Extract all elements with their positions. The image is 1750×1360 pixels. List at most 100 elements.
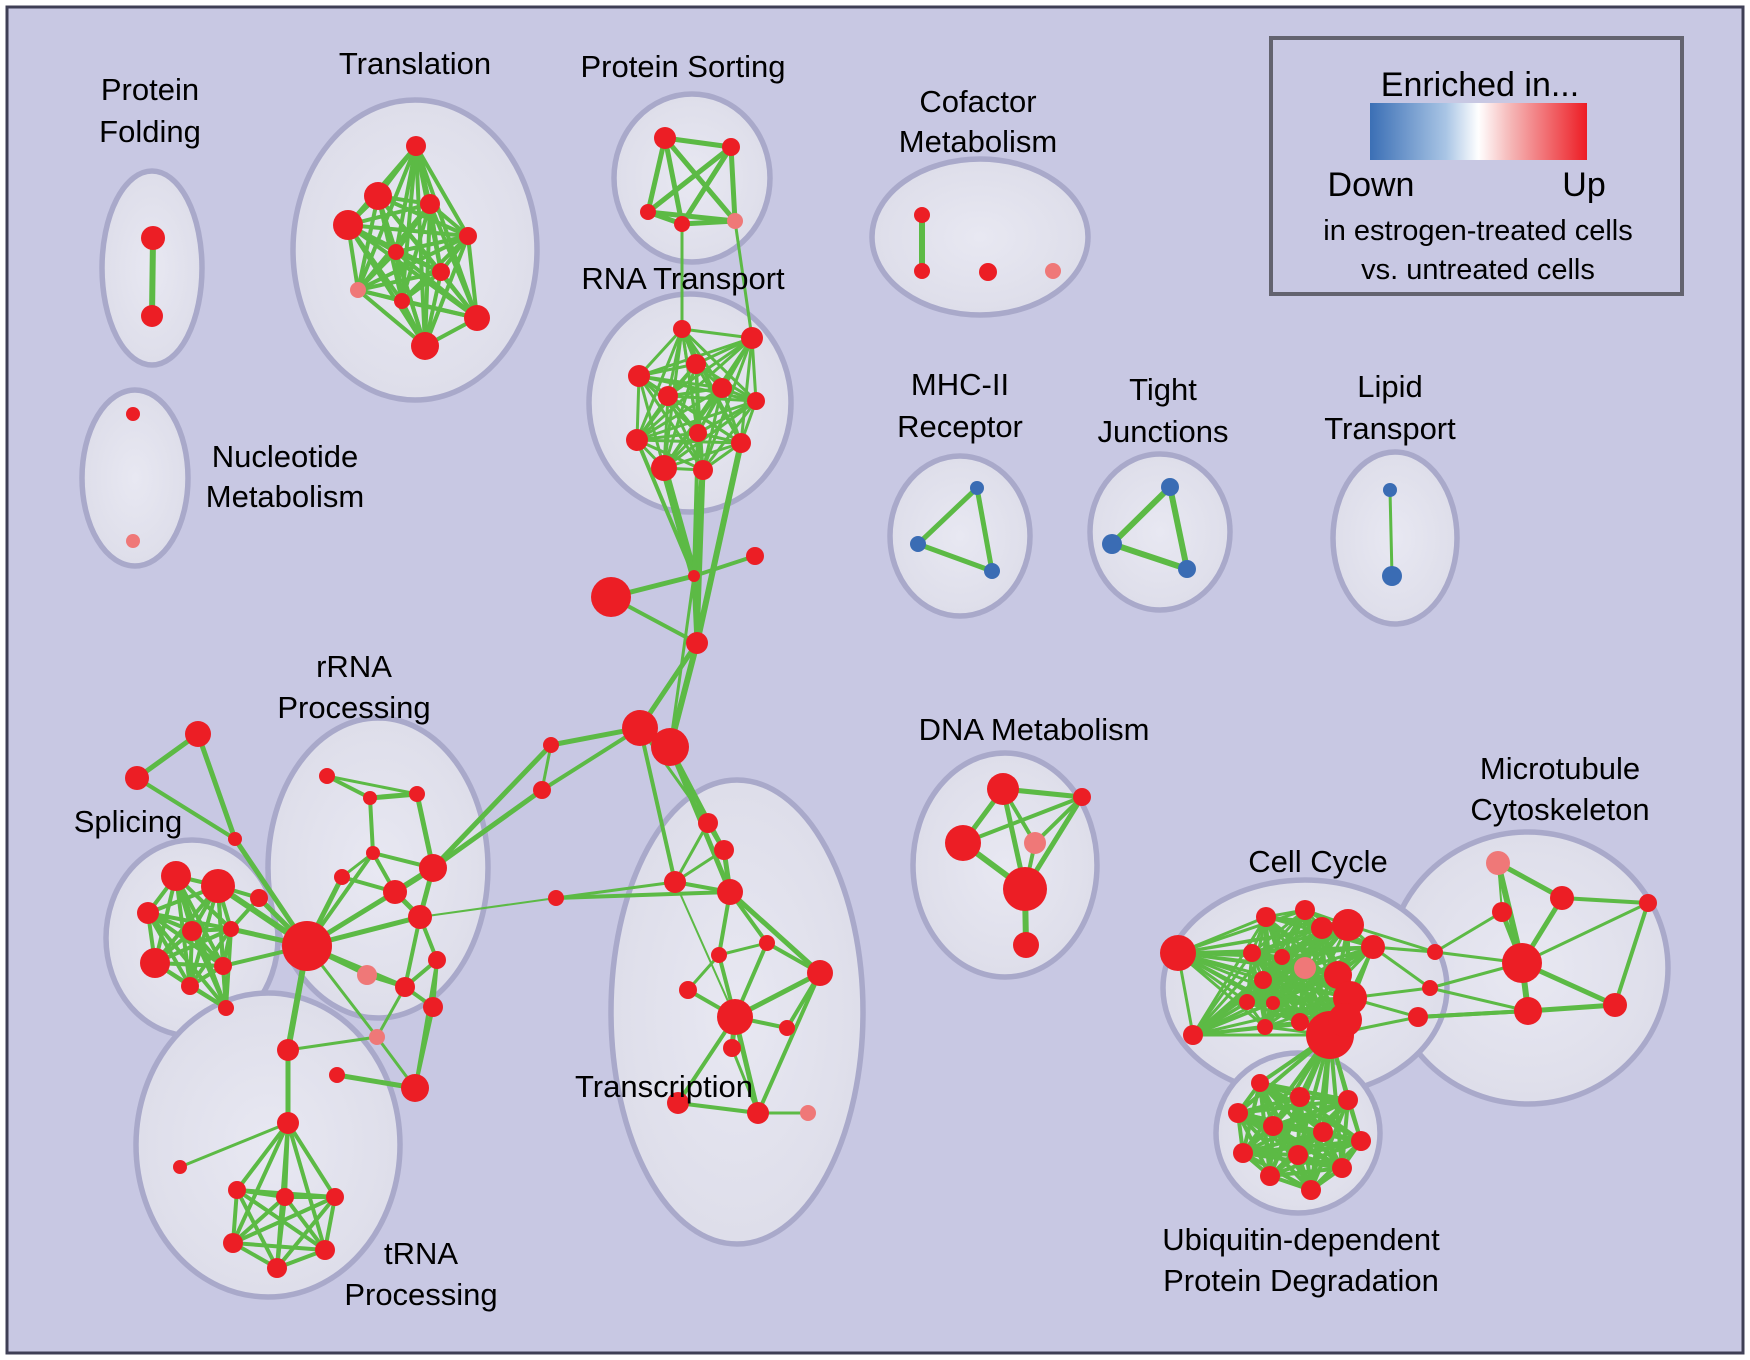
graph-node-q0 [1251,1074,1269,1092]
graph-node-sp4 [223,921,239,937]
graph-node-br0 [250,889,268,907]
graph-node-pf1 [141,305,163,327]
graph-node-sp6 [181,977,199,995]
graph-node-mt4 [1514,997,1542,1025]
graph-node-lt0 [1383,483,1397,497]
graph-edge-tj1-tj2 [1109,541,1190,572]
graph-edge-rr7-x4 [419,897,557,918]
graph-node-pf0 [141,226,165,250]
graph-node-cc15 [1291,1013,1309,1031]
graph-node-x9 [717,999,753,1035]
graph-node-rr8 [428,951,446,969]
graph-node-tr0 [406,136,426,156]
graph-edge-rt5-rt6 [666,394,758,403]
cluster-ellipse-tight-junctions [1087,451,1233,613]
graph-edge-w0-w2 [235,1121,290,1192]
graph-node-tr9 [464,305,490,331]
cluster-label-mhc-ii-receptor-line1: MHC-II [911,367,1009,402]
graph-node-w7 [267,1258,287,1278]
graph-node-rt9 [731,433,751,453]
graph-node-rt3 [628,365,650,387]
graph-node-rt1 [741,327,763,349]
graph-edge-ps1-ps4 [728,144,738,224]
graph-edge-h2a-jl2 [540,726,642,792]
graph-node-d0 [277,1039,299,1061]
graph-edge-tj0-tj1 [1109,484,1173,547]
cluster-label-transcription-line1: Transcription [575,1069,753,1104]
graph-edge-ps1-ps3 [679,144,734,227]
graph-edge-ft1-ft2 [135,776,237,841]
graph-edge-rt0-rt8 [635,327,684,442]
graph-edge-rt3-rt6 [637,374,758,403]
graph-node-mh0 [970,481,984,495]
graph-node-cc7 [1243,944,1261,962]
cluster-ellipse-nucleotide-metabolism [79,387,191,569]
cluster-label-trna-processing-line2: Processing [344,1277,497,1312]
graph-edge-tj0-tj2 [1167,484,1190,572]
graph-edge-cc7-cc16 [1250,951,1267,1029]
graph-edge-j0-j1 [692,554,757,578]
graph-node-rr1 [363,791,377,805]
graph-node-sp3 [182,921,202,941]
graph-edge-mh0-mh1 [915,485,980,547]
graph-edge-mt5-mt9 [1613,901,1650,1007]
graph-edge-cc17-q11 [1309,1033,1332,1192]
graph-edge-q2-q3 [1236,1098,1350,1115]
legend-up-label: Up [1562,166,1605,204]
graph-node-rt0 [673,320,691,338]
cluster-ellipse-layer [79,91,1671,1300]
graph-node-cf0 [914,207,930,223]
graph-node-q9 [1332,1158,1352,1178]
graph-node-rt11 [693,460,713,480]
graph-node-tr3 [333,210,363,240]
graph-node-mt7 [1422,980,1438,996]
cluster-label-cell-cycle-line1: Cell Cycle [1248,844,1388,879]
cluster-label-ubiquitin-degradation-line2: Protein Degradation [1163,1263,1439,1298]
graph-edge-tr3-tr4 [346,223,470,238]
graph-node-tr1 [364,182,392,210]
graph-node-x4 [548,890,564,906]
graph-node-tr2 [420,194,440,214]
graph-edge-w0-w6 [286,1121,327,1252]
cluster-label-cofactor-metabolism-line2: Metabolism [899,124,1058,159]
graph-edge-rt1-rt9 [739,336,754,445]
graph-node-cc8 [1274,949,1290,965]
graph-node-x5 [711,947,727,963]
graph-node-x14 [800,1105,816,1121]
graph-edge-cc3-cc7 [1250,908,1307,955]
graph-edge-ps0-ps3 [662,135,685,227]
graph-node-mt1 [1550,886,1574,910]
cluster-label-nucleotide-metabolism-line2: Metabolism [206,479,365,514]
graph-edge-rt8-rt9 [635,438,743,445]
graph-edge-lt0-lt1 [1388,488,1394,578]
graph-node-cc13 [1266,996,1280,1010]
cluster-label-dna-metabolism-line1: DNA Metabolism [919,712,1150,747]
graph-edge-q9-q10 [1268,1166,1344,1178]
graph-node-tr7 [350,282,366,298]
graph-node-cc6 [1361,935,1385,959]
graph-node-jl1 [543,737,559,753]
graph-node-layer [125,127,1657,1278]
cluster-label-rrna-processing-line2: Processing [277,690,430,725]
graph-node-rr5 [334,869,350,885]
graph-edge-w2-w7 [235,1188,279,1270]
graph-node-rr11 [423,997,443,1017]
cluster-ellipse-lipid-transport [1330,449,1460,627]
graph-node-tr8 [394,293,410,309]
graph-edge-tr4-tr9 [466,234,479,320]
graph-edge-cc10-cc14 [1245,973,1340,1004]
cluster-label-microtubule-cytoskeleton-line2: Cytoskeleton [1470,792,1649,827]
graph-edge-cc1-cc7 [1191,951,1254,1037]
graph-node-rr0 [319,768,335,784]
graph-node-x13 [747,1102,769,1124]
graph-node-q5 [1313,1122,1333,1142]
graph-node-lt1 [1382,566,1402,586]
graph-node-tr10 [411,332,439,360]
graph-edge-sp2-sp4 [146,911,233,931]
graph-edge-d0-rr12 [286,1035,379,1052]
graph-node-ps1 [722,138,740,156]
graph-node-x0 [698,813,718,833]
graph-node-cc2 [1256,907,1276,927]
graph-node-rr6 [383,880,407,904]
